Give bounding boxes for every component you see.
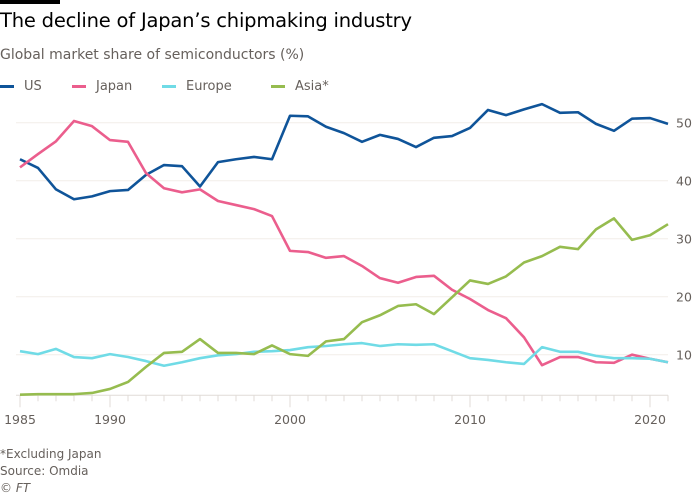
y-tick-label: 50 [676,116,692,131]
legend-swatch [162,85,176,88]
legend-item: Japan [72,79,162,94]
y-tick-label: 40 [676,174,692,189]
series-line-japan [19,119,669,367]
legend-item: US [0,79,72,94]
source: Source: Omdia [0,464,89,478]
brand-bar [0,0,60,4]
x-tick-label: 2020 [634,412,666,427]
legend-item: Asia* [271,79,371,94]
series-line-us [19,102,669,201]
legend: US Japan Europe Asia* [0,79,371,94]
x-tick-label: 2000 [274,412,306,427]
x-tick-label: 1990 [94,412,126,427]
footnote: *Excluding Japan [0,447,102,461]
x-tick-label: 1985 [4,412,36,427]
chart-subtitle: Global market share of semiconductors (%… [0,47,305,63]
legend-label: Japan [96,79,133,94]
legend-item: Europe [162,79,271,94]
x-tick-label: 2010 [454,412,486,427]
y-tick-label: 30 [676,232,692,247]
legend-swatch [72,85,86,88]
chart-title: The decline of Japan’s chipmaking indust… [0,9,412,32]
legend-swatch [271,85,285,88]
legend-label: Asia* [295,79,329,94]
series-line-europe [19,341,669,368]
y-tick-label: 10 [676,348,692,363]
legend-swatch [0,85,14,88]
legend-label: Europe [186,79,232,94]
series-line-asia [19,217,669,397]
legend-label: US [24,79,42,94]
copyright: © FT [0,481,31,495]
y-tick-label: 20 [676,290,692,305]
